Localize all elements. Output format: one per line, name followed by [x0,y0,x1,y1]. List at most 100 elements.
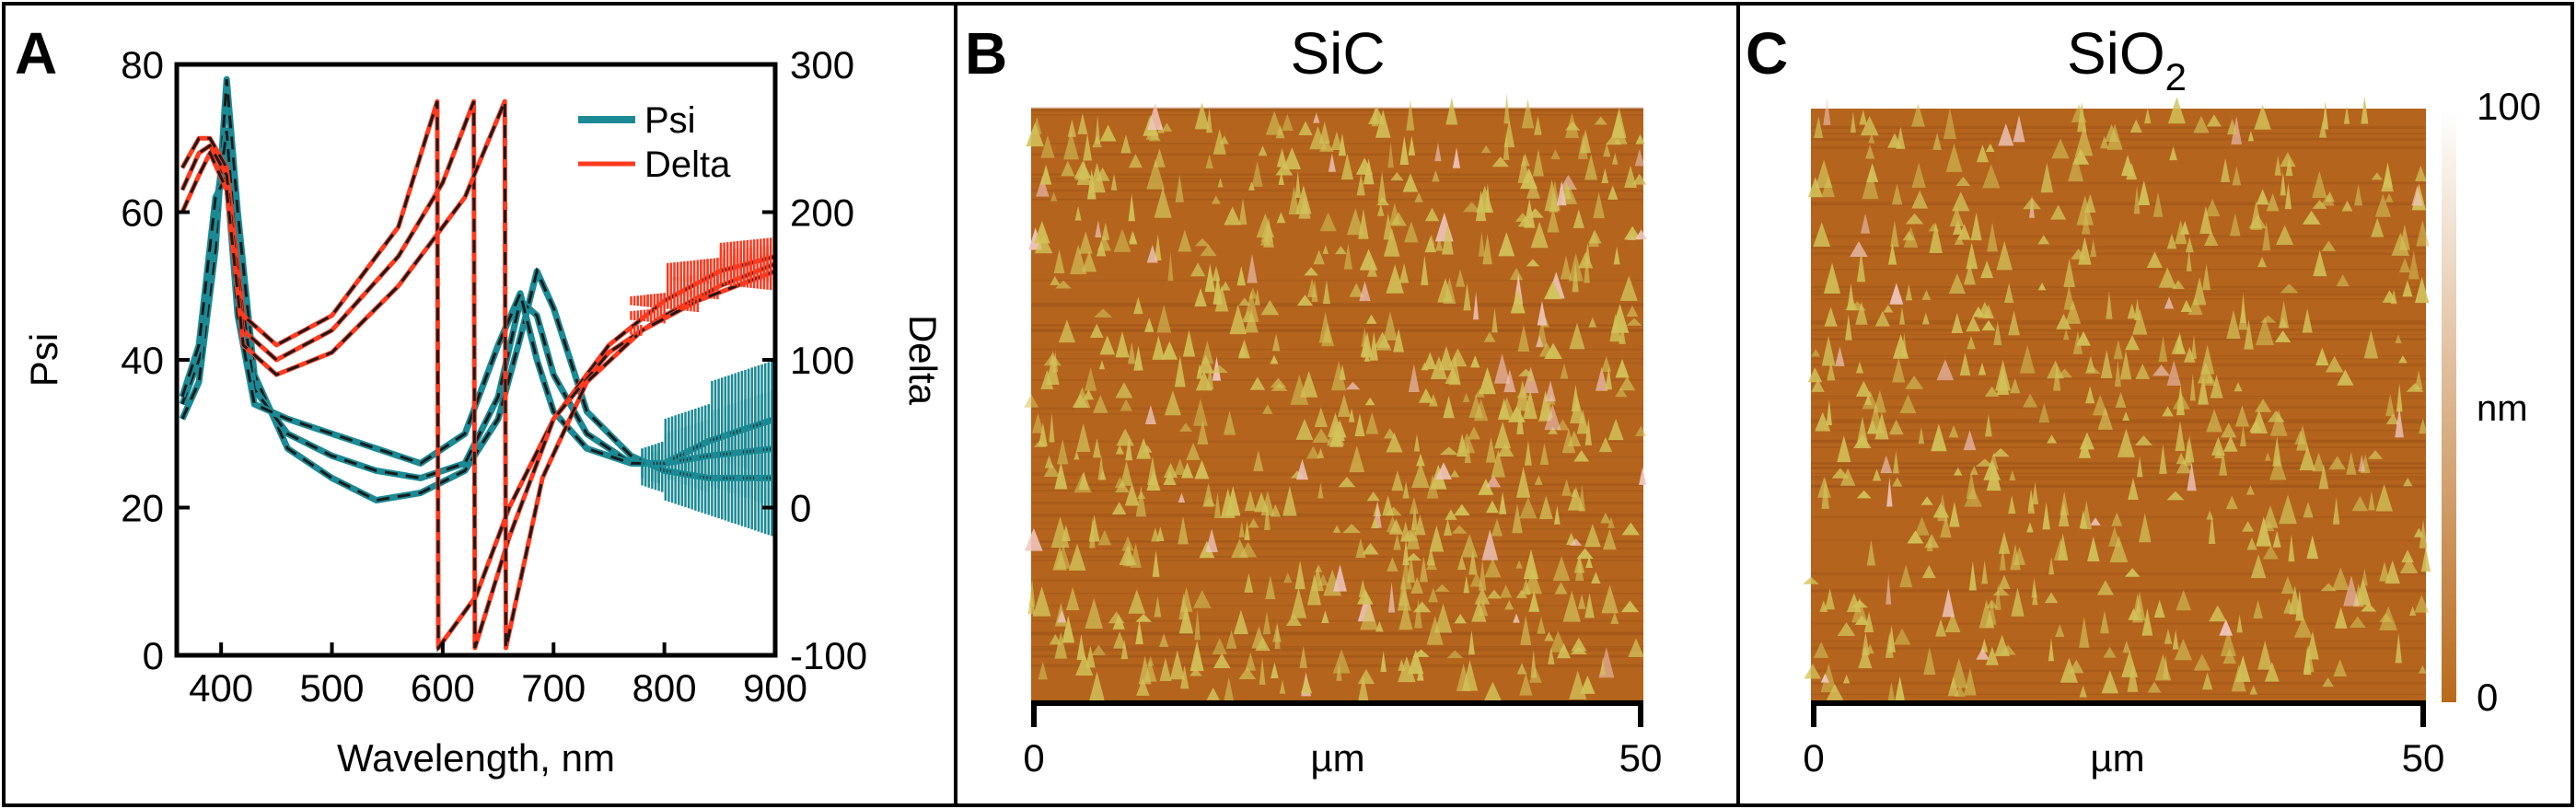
afm-image-sic [1024,93,1648,702]
afm-grain [1133,345,1143,371]
afm-grain [1156,304,1172,333]
y2-tick-label-4: 300 [790,43,854,87]
afm-grain [1034,220,1050,244]
afm-grain [1842,674,1851,684]
afm-grain [1865,144,1875,159]
afm-grain [2011,587,2025,617]
afm-grain [1255,636,1271,652]
afm-grain [1413,433,1421,452]
afm-grain [2164,628,2173,644]
afm-grain [1348,408,1355,422]
afm-grain [1970,212,1982,241]
afm-grain [2303,644,2315,673]
afm-grain [1128,230,1137,244]
afm-grain [1899,306,1906,325]
afm-grain [2008,495,2016,514]
afm-grain [1114,476,1126,489]
afm-grain [2361,602,2377,612]
afm-grain [1411,462,1430,489]
afm-grain [1537,616,1546,634]
afm-grain [1213,129,1226,155]
afm-grain [1278,171,1284,185]
afm-grain [1509,267,1524,281]
afm-grain [1343,243,1352,270]
afm-grain [1338,133,1347,156]
afm-grain [1321,322,1335,347]
afm-grain [2122,641,2131,653]
afm-grain [2042,502,2050,530]
afm-grain [2090,517,2101,526]
afm-grain [1521,98,1535,129]
afm-grain [1855,361,1864,374]
afm-grain [1416,453,1425,467]
afm-grain [1865,643,1874,654]
panel-c-title-base: SiO [2067,20,2165,87]
afm-grain [1500,584,1513,598]
afm-grain [1445,367,1460,384]
afm-grain [2186,249,2192,272]
afm-grain [1040,134,1055,158]
afm-grain [1225,630,1237,649]
afm-grain [1628,638,1644,657]
afm-grain [2367,449,2384,459]
afm-grain [1270,503,1282,517]
afm-grain [1295,185,1312,214]
afm-grain [1410,576,1424,594]
afm-grain [1202,482,1214,507]
afm-grain [1244,521,1250,540]
afm-grain [1948,424,1959,438]
afm-grain [1504,600,1514,610]
afm-grain [1940,514,1952,538]
afm-grain [1125,437,1133,461]
afm-grain [1377,171,1387,202]
afm-grain [2349,616,2366,629]
afm-grain [1275,124,1285,139]
afm-grain [1279,679,1286,694]
afm-grain [2153,599,2165,618]
afm-grain [2192,276,2207,306]
afm-grain [2109,536,2129,562]
afm-grain [1313,112,1320,123]
afm-grain [1899,564,1913,588]
afm-grain [2363,329,2379,359]
afm-grain [1260,299,1280,316]
afm-grain [1434,143,1442,162]
afm-grain [2163,655,2169,679]
afm-grain [1434,603,1453,633]
afm-grain [2269,454,2287,480]
afm-grain [1920,496,1933,505]
afm-grain [1120,134,1131,154]
afm-grain [1298,121,1313,135]
afm-grain [1085,645,1096,668]
afm-grain [1850,241,1868,258]
afm-grain [2361,568,2369,586]
afm-grain [2322,100,2329,130]
afm-grain [1497,443,1514,457]
afm-grain [1411,505,1419,530]
afm-grain [2395,334,2402,343]
afm-grain [2276,225,2294,246]
afm-grain [1964,667,1977,696]
afm-grain [2274,155,2281,176]
afm-grain [1584,524,1601,548]
afm-grain [1932,503,1950,518]
delta-fit-2 [180,100,775,649]
afm-grain [1333,564,1347,592]
afm-grain [1532,148,1544,177]
afm-grain [1178,229,1192,252]
afm-grain [2078,438,2091,458]
afm-grain [1282,485,1297,516]
afm-grain [2103,646,2117,658]
afm-grain [1856,250,1866,283]
afm-grain [1099,469,1107,480]
afm-grain [2167,97,2186,124]
afm-grain [2280,283,2299,294]
afm-grain [1451,525,1468,534]
afm-grain [2219,450,2228,476]
afm-grain [2381,173,2394,192]
afm-grain [2318,120,2327,138]
afm-grain [1603,528,1617,550]
afm-grain [2256,516,2272,547]
afm-grain [1480,144,1491,154]
afm-grain [2010,377,2021,394]
